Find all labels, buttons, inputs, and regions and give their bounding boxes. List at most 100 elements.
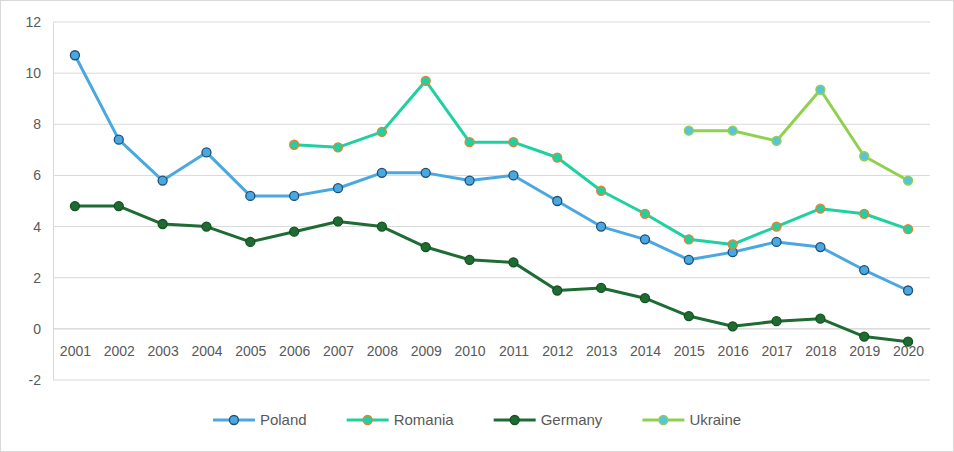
series-line <box>689 90 908 181</box>
series-marker <box>684 235 693 244</box>
x-tick-label: 2002 <box>104 343 135 359</box>
series-marker <box>509 138 518 147</box>
y-axis: -2024681012 <box>25 14 53 388</box>
series-marker <box>728 126 737 135</box>
series-marker <box>772 136 781 145</box>
series-marker <box>290 140 299 149</box>
series-line <box>75 55 908 290</box>
x-tick-label: 2016 <box>718 343 749 359</box>
series-marker <box>684 126 693 135</box>
series-marker <box>334 143 343 152</box>
series-marker <box>465 176 474 185</box>
grid-line <box>53 277 930 278</box>
y-tick: 8 <box>33 116 53 132</box>
series-marker <box>290 227 299 236</box>
series-marker <box>114 135 123 144</box>
series-marker <box>816 314 825 323</box>
series-marker <box>904 286 913 295</box>
series-marker <box>728 240 737 249</box>
y-tick: 0 <box>33 321 53 337</box>
series-marker <box>377 222 386 231</box>
x-tick: 2007 <box>323 329 354 359</box>
grid-line <box>53 380 930 381</box>
grid-line <box>53 22 930 23</box>
series-marker <box>334 217 343 226</box>
legend-label: Romania <box>394 411 455 428</box>
series-marker <box>640 209 649 218</box>
series-marker <box>421 168 430 177</box>
series-marker <box>597 283 606 292</box>
y-tick-label: 6 <box>33 167 41 183</box>
series-marker <box>904 225 913 234</box>
x-tick-label: 2019 <box>849 343 880 359</box>
series-marker <box>904 176 913 185</box>
x-tick-label: 2018 <box>805 343 836 359</box>
y-tick-label: 0 <box>33 321 41 337</box>
x-tick-label: 2009 <box>411 343 442 359</box>
grid-line <box>53 328 930 329</box>
legend-label: Ukraine <box>689 411 741 428</box>
series-marker <box>70 202 79 211</box>
series-marker <box>772 237 781 246</box>
series-marker <box>640 294 649 303</box>
series-marker <box>553 153 562 162</box>
series-marker <box>728 322 737 331</box>
y-tick: 4 <box>33 219 53 235</box>
series-marker <box>553 286 562 295</box>
x-tick: 2008 <box>367 329 398 359</box>
x-tick-label: 2010 <box>454 343 485 359</box>
series-marker <box>290 191 299 200</box>
x-tick-label: 2006 <box>279 343 310 359</box>
plot-area <box>70 51 912 346</box>
series-marker <box>509 258 518 267</box>
x-tick: 2003 <box>148 329 179 359</box>
series-marker <box>904 337 913 346</box>
series-marker <box>246 191 255 200</box>
x-tick-label: 2008 <box>367 343 398 359</box>
y-tick-label: 12 <box>25 14 41 30</box>
series-marker <box>158 220 167 229</box>
series-marker <box>421 243 430 252</box>
background <box>1 1 954 452</box>
series-marker <box>640 235 649 244</box>
legend-marker <box>659 416 668 425</box>
series-marker <box>860 266 869 275</box>
legend-marker <box>510 416 519 425</box>
x-tick: 2015 <box>674 329 705 359</box>
series-marker <box>465 255 474 264</box>
series-marker <box>684 255 693 264</box>
y-tick: -2 <box>29 372 53 388</box>
y-tick: 12 <box>25 14 53 30</box>
x-tick-label: 2017 <box>761 343 792 359</box>
x-tick-label: 2005 <box>235 343 266 359</box>
series-marker <box>246 237 255 246</box>
x-axis: 2001 2002 2003 2004 2005 2006 2007 2008 2009 2010… <box>53 329 930 359</box>
x-tick: 2004 <box>191 329 222 359</box>
x-tick-label: 2011 <box>499 343 529 359</box>
series-marker <box>772 317 781 326</box>
x-tick: 2005 <box>235 329 266 359</box>
series-marker <box>509 171 518 180</box>
legend-marker <box>229 416 238 425</box>
x-tick-label: 2004 <box>191 343 222 359</box>
series-marker <box>202 222 211 231</box>
series-marker <box>377 168 386 177</box>
x-tick: 2002 <box>104 329 135 359</box>
legend-label: Germany <box>541 411 603 428</box>
series-line <box>294 81 908 245</box>
series-marker <box>816 243 825 252</box>
legend-item: Ukraine <box>642 411 741 428</box>
x-tick: 2017 <box>761 329 792 359</box>
y-tick-label: 8 <box>33 116 41 132</box>
series-marker <box>860 152 869 161</box>
x-tick: 2006 <box>279 329 310 359</box>
series-marker <box>553 197 562 206</box>
y-axis-line <box>53 23 54 381</box>
x-tick-label: 2015 <box>674 343 705 359</box>
series-marker <box>816 204 825 213</box>
x-tick: 2018 <box>805 329 836 359</box>
x-tick: 2001 <box>60 329 91 359</box>
legend-item: Germany <box>494 411 603 428</box>
grid <box>53 22 930 380</box>
x-tick: 2011 <box>499 329 529 359</box>
